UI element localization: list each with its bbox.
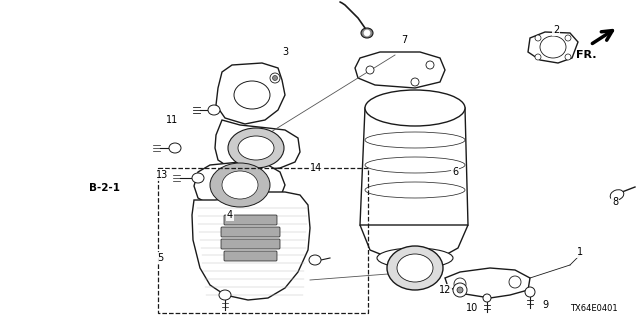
Text: 3: 3 [282,47,288,57]
Polygon shape [194,162,285,208]
Ellipse shape [192,173,204,183]
Text: 5: 5 [157,253,163,263]
Polygon shape [355,52,445,88]
Ellipse shape [457,287,463,293]
Text: 13: 13 [156,170,168,180]
Text: 10: 10 [466,303,478,313]
Ellipse shape [238,136,274,160]
Text: 8: 8 [612,197,618,207]
Ellipse shape [565,54,571,60]
Ellipse shape [228,128,284,168]
Ellipse shape [454,278,466,290]
Text: B-2-1: B-2-1 [90,183,120,193]
Ellipse shape [208,105,220,115]
Ellipse shape [509,276,521,288]
Polygon shape [528,32,578,63]
Ellipse shape [483,294,491,302]
FancyBboxPatch shape [224,251,277,261]
Ellipse shape [426,61,434,69]
Ellipse shape [364,30,370,36]
FancyBboxPatch shape [221,227,280,237]
Text: FR.: FR. [576,50,596,60]
Ellipse shape [366,66,374,74]
Ellipse shape [565,35,571,41]
Ellipse shape [169,143,181,153]
Text: 6: 6 [452,167,458,177]
Ellipse shape [453,283,467,297]
Ellipse shape [365,132,465,148]
Ellipse shape [365,90,465,126]
Ellipse shape [411,78,419,86]
Polygon shape [360,225,468,258]
Ellipse shape [219,290,231,300]
Text: 7: 7 [401,35,407,45]
Bar [158,168,368,313]
Ellipse shape [397,254,433,282]
Text: 9: 9 [542,300,548,310]
Ellipse shape [610,190,624,200]
Text: TX64E0401: TX64E0401 [570,304,618,313]
Polygon shape [445,268,530,298]
Ellipse shape [365,157,465,173]
Ellipse shape [387,246,443,290]
Text: 12: 12 [439,285,451,295]
Polygon shape [216,63,285,124]
Ellipse shape [361,28,373,38]
Ellipse shape [270,73,280,83]
Polygon shape [192,192,310,300]
FancyBboxPatch shape [224,215,277,225]
Text: 4: 4 [227,210,233,220]
Ellipse shape [309,255,321,265]
Ellipse shape [535,35,541,41]
Polygon shape [215,120,300,170]
Ellipse shape [365,182,465,198]
Ellipse shape [222,171,258,199]
Ellipse shape [525,287,535,297]
Ellipse shape [540,36,566,58]
Text: 11: 11 [166,115,178,125]
Ellipse shape [234,81,270,109]
FancyBboxPatch shape [221,239,280,249]
Ellipse shape [535,54,541,60]
Ellipse shape [210,163,270,207]
Text: 2: 2 [553,25,559,35]
Text: 1: 1 [577,247,583,257]
Ellipse shape [377,248,453,268]
Text: 14: 14 [310,163,322,173]
Ellipse shape [273,76,278,81]
